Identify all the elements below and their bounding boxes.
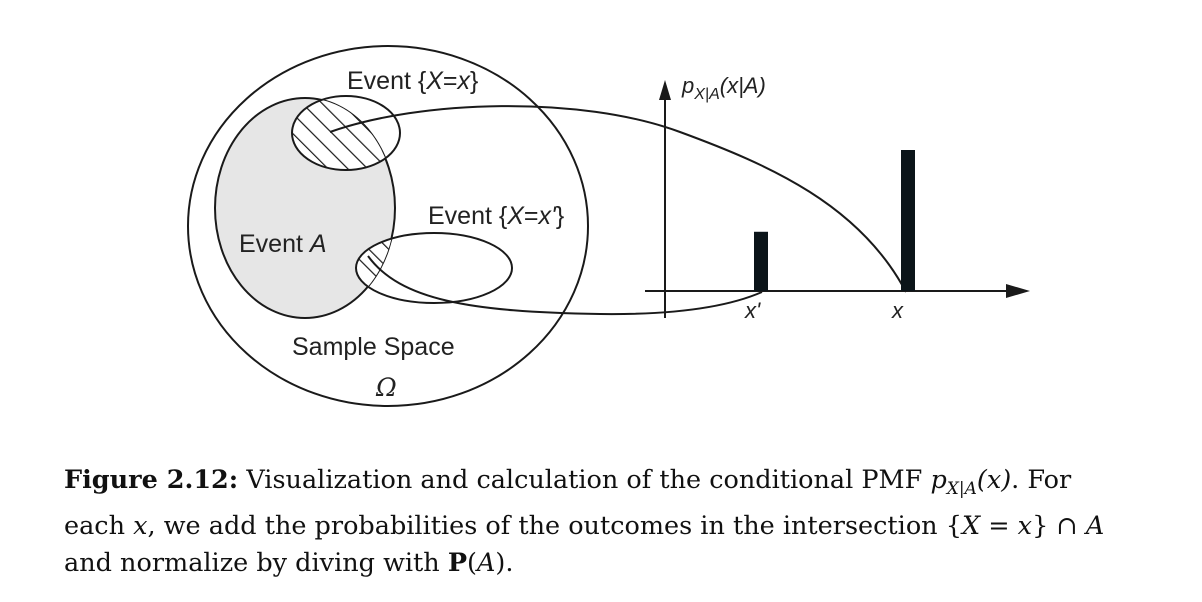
- conditional-pmf-diagram: Event {X=x} Event {X=x'} Event A Sample …: [187, 45, 1030, 407]
- omega-label: Ω: [375, 373, 397, 402]
- event-x-ellipse: [291, 95, 401, 171]
- y-axis-arrowhead: [659, 80, 671, 100]
- connector-curve-x: [329, 105, 907, 293]
- connector-curve-x-prime: [367, 255, 763, 316]
- sample-space-label: Sample Space: [292, 333, 455, 361]
- event-x-label: Event {X=x}: [347, 67, 478, 95]
- figure-caption: Figure 2.12: Visualization and calculati…: [64, 462, 1174, 582]
- caption-line-1: Figure 2.12: Visualization and calculati…: [64, 465, 1072, 500]
- pmf-axis-label: pX|A(x|A): [681, 73, 766, 103]
- caption-line-3: and normalize by diving with P(A).: [64, 548, 514, 579]
- caption-line-2: each x, we add the probabilities of the …: [64, 511, 1105, 542]
- caption-figure-label: Figure 2.12:: [64, 465, 239, 495]
- pmf-bar-x-prime: [754, 231, 768, 291]
- event-x-prime-label: Event {X=x'}: [428, 202, 564, 230]
- pmf-bar-x: [901, 150, 915, 291]
- tick-label-x: x: [891, 298, 904, 323]
- event-a-label: Event A: [239, 230, 327, 258]
- tick-label-x-prime: x': [744, 298, 761, 323]
- x-axis-arrowhead: [1006, 284, 1030, 298]
- event-x-prime-ellipse: [355, 232, 513, 304]
- sample-space-ellipse: [187, 45, 589, 407]
